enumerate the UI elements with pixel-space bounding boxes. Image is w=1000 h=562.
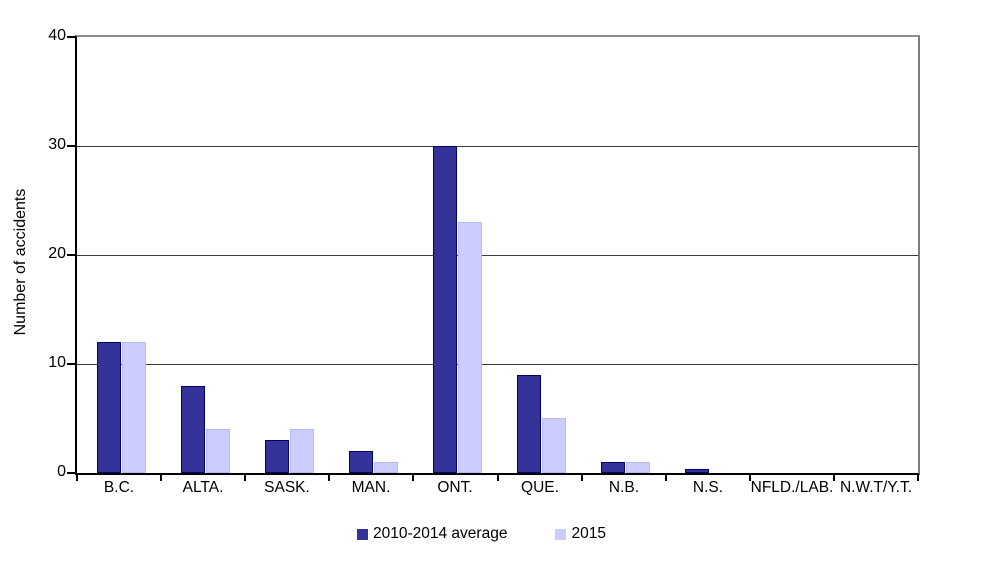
x-tick-mark: [665, 475, 667, 481]
gridline-20: [77, 255, 918, 256]
x-category-label-n-s-: N.S.: [692, 479, 724, 496]
bar-2010-2014-average-man-: [349, 451, 373, 473]
x-category-label-alta-: ALTA.: [182, 479, 224, 496]
bar-2010-2014-average-n-s-: [685, 469, 709, 473]
x-tick-mark: [497, 475, 499, 481]
legend-marker-icon: [555, 528, 567, 540]
y-tick-label-30: 30: [48, 136, 66, 153]
y-tick-mark: [67, 254, 75, 256]
y-tick-label-0: 0: [57, 463, 66, 480]
legend-item-2010-2014-average: 2010-2014 average: [357, 525, 507, 543]
gridline-10: [77, 364, 918, 365]
x-tick-mark: [412, 475, 414, 481]
legend-marker-icon: [357, 528, 368, 540]
x-category-label-sask-: SASK.: [264, 479, 310, 496]
x-category-label-nfld-lab-: NFLD./LAB.: [750, 479, 834, 496]
x-tick-mark: [749, 475, 751, 481]
x-category-label-n-b-: N.B.: [608, 479, 640, 496]
y-tick-mark: [67, 36, 75, 38]
plot-area: [75, 35, 920, 475]
bar-2015-ont-: [458, 222, 482, 473]
x-tick-mark: [833, 475, 835, 481]
legend-label: 2015: [571, 525, 606, 542]
x-tick-mark: [76, 475, 78, 481]
bar-2015-que-: [542, 418, 566, 473]
y-tick-label-40: 40: [48, 27, 66, 44]
bar-2010-2014-average-alta-: [181, 386, 205, 473]
bar-2010-2014-average-sask-: [265, 440, 289, 473]
x-tick-mark: [328, 475, 330, 481]
x-category-label-n-w-t-y-t-: N.W.T/Y.T.: [839, 479, 913, 496]
legend-item-2015: 2015: [555, 525, 606, 543]
legend: 2010-2014 average 2015: [357, 525, 606, 543]
x-tick-mark: [917, 475, 919, 481]
bar-2010-2014-average-n-b-: [601, 462, 625, 473]
bar-2015-b-c-: [122, 342, 146, 473]
bar-2015-sask-: [290, 429, 314, 473]
legend-label: 2010-2014 average: [373, 525, 508, 542]
x-category-label-ont-: ONT.: [437, 479, 473, 496]
x-tick-mark: [244, 475, 246, 481]
y-tick-mark: [67, 363, 75, 365]
x-category-label-man-: MAN.: [351, 479, 391, 496]
x-category-label-b-c-: B.C.: [103, 479, 135, 496]
y-tick-mark: [67, 472, 75, 474]
x-tick-mark: [581, 475, 583, 481]
y-tick-label-10: 10: [48, 354, 66, 371]
y-tick-mark: [67, 145, 75, 147]
bar-2010-2014-average-b-c-: [97, 342, 121, 473]
bar-2010-2014-average-que-: [517, 375, 541, 473]
bar-2015-man-: [374, 462, 398, 473]
gridline-30: [77, 146, 918, 147]
bar-2015-n-b-: [626, 462, 650, 473]
bar-2010-2014-average-ont-: [433, 146, 457, 473]
y-tick-label-20: 20: [48, 245, 66, 262]
x-tick-mark: [160, 475, 162, 481]
bar-2015-alta-: [206, 429, 230, 473]
x-category-label-que-: QUE.: [521, 479, 559, 496]
